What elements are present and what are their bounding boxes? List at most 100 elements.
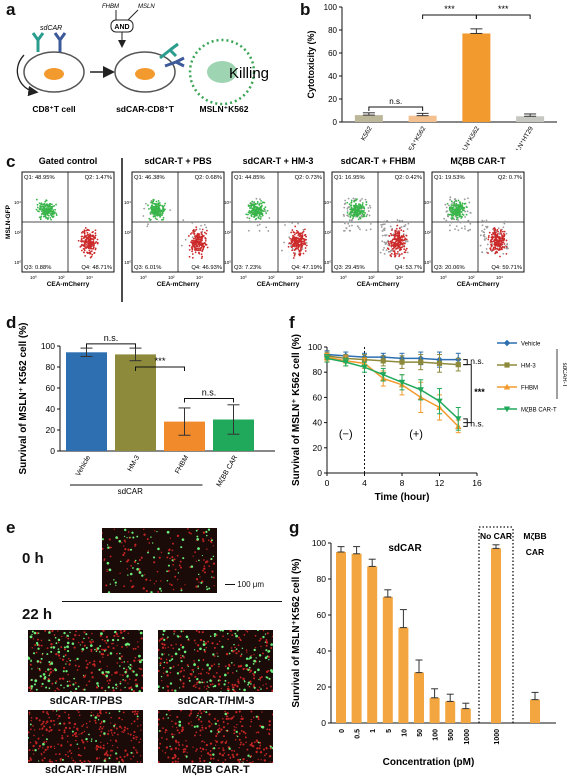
cell-dot <box>32 749 34 751</box>
cell-dot <box>264 641 267 643</box>
cell-dot <box>198 687 201 690</box>
cell-dot <box>212 576 215 579</box>
cell-dot <box>169 583 171 585</box>
cell-dot <box>216 652 218 655</box>
flow-dot <box>455 214 458 217</box>
flow-dot <box>46 212 49 215</box>
flow-dot <box>463 207 466 209</box>
flow-dot <box>502 232 505 235</box>
micrograph-pbs <box>28 630 143 692</box>
cell-dot <box>134 543 137 546</box>
cell-dot <box>215 671 218 674</box>
cell-dot <box>211 570 214 573</box>
flow-dot <box>187 235 190 237</box>
cell-dot <box>195 560 198 562</box>
flow-dot <box>456 213 458 215</box>
cell-dot <box>135 736 137 738</box>
cell-dot <box>167 569 170 573</box>
cell-dot <box>209 753 212 757</box>
cell-dot <box>161 646 165 649</box>
flow-dot <box>362 215 364 218</box>
cell-dot <box>130 688 134 691</box>
cell-dot <box>98 668 101 671</box>
group-label-sdcar: sdCAR <box>388 543 422 554</box>
x-tick-label: 12 <box>435 478 445 488</box>
x-tick-label: K562 <box>360 125 374 142</box>
cell-dot <box>67 637 70 640</box>
flow-dot <box>260 207 262 210</box>
flow-dot <box>356 206 359 209</box>
cell-dot <box>208 587 211 590</box>
flow-dot <box>297 248 300 251</box>
cell-dot <box>118 635 120 638</box>
flow-dot <box>399 244 402 246</box>
cell-dot <box>183 650 187 654</box>
flow-plot: Q1: 19.53% Q2: 0.7%Q3: 20.06% Q4: 59.71%10… <box>424 171 525 288</box>
cell-dot <box>227 722 229 725</box>
cell-dot <box>32 744 35 748</box>
cell-dot <box>271 713 273 716</box>
cell-dot <box>270 647 273 650</box>
flow-dot <box>398 230 400 232</box>
cell-dot <box>106 569 108 571</box>
flow-dot <box>496 228 499 231</box>
cell-dot <box>133 730 136 734</box>
flow-dot <box>191 247 194 250</box>
significance-label: *** <box>498 4 509 14</box>
flow-dot <box>256 212 259 214</box>
cell-dot <box>158 639 161 641</box>
cell-dot <box>199 734 202 736</box>
flow-dot <box>405 247 408 250</box>
flow-dot <box>455 203 458 205</box>
cell-dot <box>45 686 48 689</box>
cell-dot <box>201 724 203 727</box>
flow-dot <box>369 228 372 231</box>
flow-dot <box>256 224 259 227</box>
flow-dot <box>268 217 271 219</box>
cell-dot <box>160 590 163 592</box>
cell-dot <box>74 681 77 684</box>
cell-dot <box>253 741 256 744</box>
flow-dot <box>398 232 401 235</box>
significance-bracket <box>463 364 472 424</box>
cell-dot <box>237 758 240 761</box>
flow-dot <box>204 237 207 240</box>
cell-dot <box>184 748 187 751</box>
cell-dot <box>30 687 33 690</box>
cell-dot <box>105 751 108 755</box>
x-tick-label: 8 <box>400 478 405 488</box>
flow-dot <box>297 246 300 249</box>
cell-dot <box>208 686 210 688</box>
cell-dot <box>106 561 110 565</box>
cell-dot <box>260 688 262 690</box>
cell-dot <box>238 738 241 741</box>
cell-dot <box>223 683 226 686</box>
flow-dot <box>298 244 301 247</box>
cell-dot <box>29 741 32 744</box>
cell-dot <box>269 745 272 748</box>
cell-dot <box>270 685 272 688</box>
cell-dot <box>53 745 55 748</box>
y-tick-label: 60 <box>313 392 323 402</box>
flow-dot <box>491 244 493 247</box>
cell-dot <box>197 528 199 531</box>
flow-dot <box>250 205 253 208</box>
flow-dot <box>393 243 396 246</box>
cell-dot <box>66 634 69 637</box>
flow-dot <box>253 203 256 206</box>
flow-dot <box>395 244 398 247</box>
micrograph-pbs-label: sdCAR-T/PBS <box>49 695 123 707</box>
cell-dot <box>28 657 31 660</box>
cell-dot <box>268 650 271 653</box>
cell-dot <box>203 710 206 713</box>
flow-dot <box>350 211 353 213</box>
flow-dot <box>406 228 409 230</box>
cell-dot <box>199 716 202 718</box>
flow-dot <box>500 232 503 235</box>
cell-dot <box>248 685 251 688</box>
flow-dot <box>36 203 39 206</box>
cell-dot <box>202 643 206 647</box>
cell-dot <box>166 580 169 582</box>
flow-dot <box>248 220 251 223</box>
cell-dot <box>83 688 86 691</box>
